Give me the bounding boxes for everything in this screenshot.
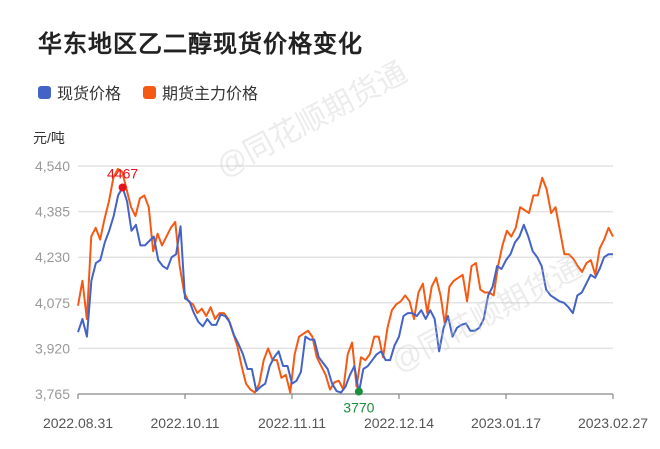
min-point-marker xyxy=(354,387,363,396)
y-tick-label: 3,765 xyxy=(35,386,70,402)
y-tick-label: 4,230 xyxy=(35,249,70,265)
max-point-marker xyxy=(118,183,127,192)
legend-swatch-spot xyxy=(38,85,51,99)
chart-title: 华东地区乙二醇现货价格变化 xyxy=(38,31,363,58)
y-axis-unit: 元/吨 xyxy=(33,130,65,146)
x-tick-label: 2023.01.17 xyxy=(471,415,541,431)
max-point-label: 4467 xyxy=(107,165,138,181)
x-tick-label: 2022.08.31 xyxy=(43,415,113,431)
legend-swatch-futures xyxy=(143,85,157,99)
series-line xyxy=(77,167,614,394)
x-tick-label: 2023.02.27 xyxy=(578,415,648,431)
x-tick-label: 2022.12.14 xyxy=(364,415,434,431)
min-point-label: 3770 xyxy=(343,400,374,416)
x-tick-label: 2022.11.11 xyxy=(258,415,326,431)
y-tick-label: 4,540 xyxy=(35,158,70,174)
y-tick-label: 4,075 xyxy=(35,295,70,311)
legend-label-spot: 现货价格 xyxy=(57,86,122,103)
y-tick-label: 4,385 xyxy=(35,204,70,220)
legend-label-futures: 期货主力价格 xyxy=(162,86,259,103)
legend-item-futures[interactable]: 期货主力价格 xyxy=(143,80,258,104)
y-tick-label: 3,920 xyxy=(35,340,70,356)
chart-legend: 现货价格 期货主力价格 xyxy=(38,80,258,104)
legend-item-spot[interactable]: 现货价格 xyxy=(38,80,121,104)
x-tick-label: 2022.10.11 xyxy=(150,415,219,431)
series-line xyxy=(77,186,613,394)
